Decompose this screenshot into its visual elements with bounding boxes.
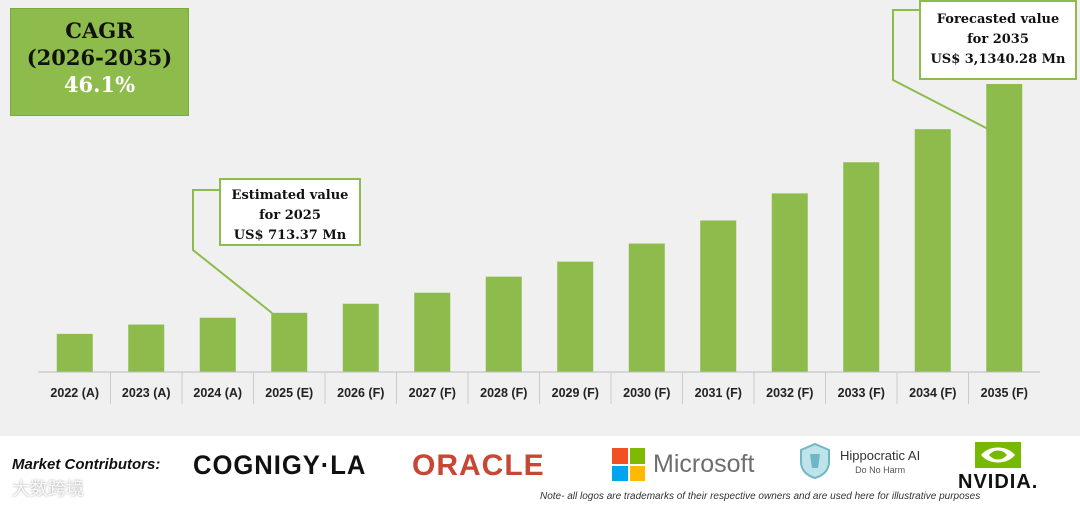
forecast-line1: Forecasted value	[936, 12, 1060, 27]
bar-2029-f	[557, 261, 594, 372]
bar-2034-f	[914, 129, 951, 372]
estimated-line2: for 2025	[259, 208, 321, 223]
x-tick-label: 2024 (A)	[193, 386, 242, 400]
microsoft-wordmark: Microsoft	[653, 450, 755, 478]
estimated-line1: Estimated value	[231, 188, 349, 203]
x-tick-label: 2023 (A)	[122, 386, 171, 400]
watermark: 大数跨境	[12, 475, 84, 501]
forecast-line3: US$ 3,1340.28 Mn	[930, 52, 1066, 67]
cognigy-logo: COGNIGY·LA	[193, 450, 367, 480]
hippocratic-ai-logo: Hippocratic AI Do No Harm	[798, 442, 920, 480]
bar-2023-a	[128, 324, 165, 372]
cagr-label: CAGR	[65, 18, 134, 43]
forecast-line2: for 2035	[967, 32, 1029, 47]
bar-2027-f	[414, 292, 451, 372]
bar-2035-f	[986, 84, 1023, 372]
oracle-logo: ORACLE	[412, 449, 545, 482]
forecast-value-callout: Forecasted value for 2035 US$ 3,1340.28 …	[919, 0, 1077, 80]
cagr-value: 46.1%	[63, 72, 136, 97]
nvidia-wordmark: NVIDIA.	[958, 471, 1039, 493]
market-contributors-label: Market Contributors:	[12, 456, 161, 473]
hippocratic-shield-icon	[800, 442, 830, 480]
bar-chart: 2022 (A) 2023 (A) 2024 (A) 2025 (E) 2026 (F)…	[38, 9, 1040, 404]
chart-area: 2022 (A) 2023 (A) 2024 (A) 2025 (E) 2026 (F)…	[10, 0, 1077, 404]
bar-2024-a	[199, 317, 236, 372]
callout-connectors	[192, 9, 991, 314]
x-tick-label: 2022 (A)	[50, 386, 99, 400]
bar-2025-e	[271, 312, 308, 372]
bar-2030-f	[628, 243, 665, 372]
x-tick-label: 2028 (F)	[480, 386, 527, 400]
estimated-connector	[192, 189, 273, 314]
x-tick-label: 2030 (F)	[623, 386, 670, 400]
x-tick-label: 2034 (F)	[909, 386, 956, 400]
x-tick-label: 2025 (E)	[265, 386, 313, 400]
bar-2026-f	[342, 303, 379, 372]
x-tick-label: 2026 (F)	[337, 386, 384, 400]
x-tick-label: 2033 (F)	[838, 386, 885, 400]
market-contributors-footer: Market Contributors: COGNIGY·LA ORACLE M…	[0, 436, 1080, 509]
estimated-value-callout: Estimated value for 2025 US$ 713.37 Mn	[219, 178, 361, 246]
x-tick-label: 2035 (F)	[981, 386, 1028, 400]
x-tick-label: 2032 (F)	[766, 386, 813, 400]
x-tick-label: 2027 (F)	[409, 386, 456, 400]
nvidia-eye-icon	[975, 442, 1022, 468]
bar-2032-f	[771, 193, 808, 372]
estimated-line3: US$ 713.37 Mn	[233, 228, 347, 243]
watermark-text: 大数跨境	[12, 479, 84, 500]
nvidia-logo: NVIDIA.	[958, 442, 1038, 494]
bar-2022-a	[56, 333, 93, 372]
x-tick-label: 2029 (F)	[552, 386, 599, 400]
forecast-connector	[892, 9, 991, 131]
hippocratic-name: Hippocratic AI	[840, 447, 921, 463]
bar-2033-f	[843, 162, 880, 372]
hippocratic-tagline: Do No Harm	[855, 464, 906, 475]
cagr-period: (2026-2035)	[26, 45, 173, 70]
cagr-box: CAGR (2026-2035) 46.1%	[10, 8, 189, 116]
microsoft-logo: Microsoft	[612, 448, 754, 481]
bar-2031-f	[700, 220, 737, 372]
trademark-note: Note- all logos are trademarks of their …	[540, 491, 981, 502]
bar-2028-f	[485, 276, 522, 372]
microsoft-grid-icon	[612, 448, 645, 481]
x-tick-label: 2031 (F)	[695, 386, 742, 400]
